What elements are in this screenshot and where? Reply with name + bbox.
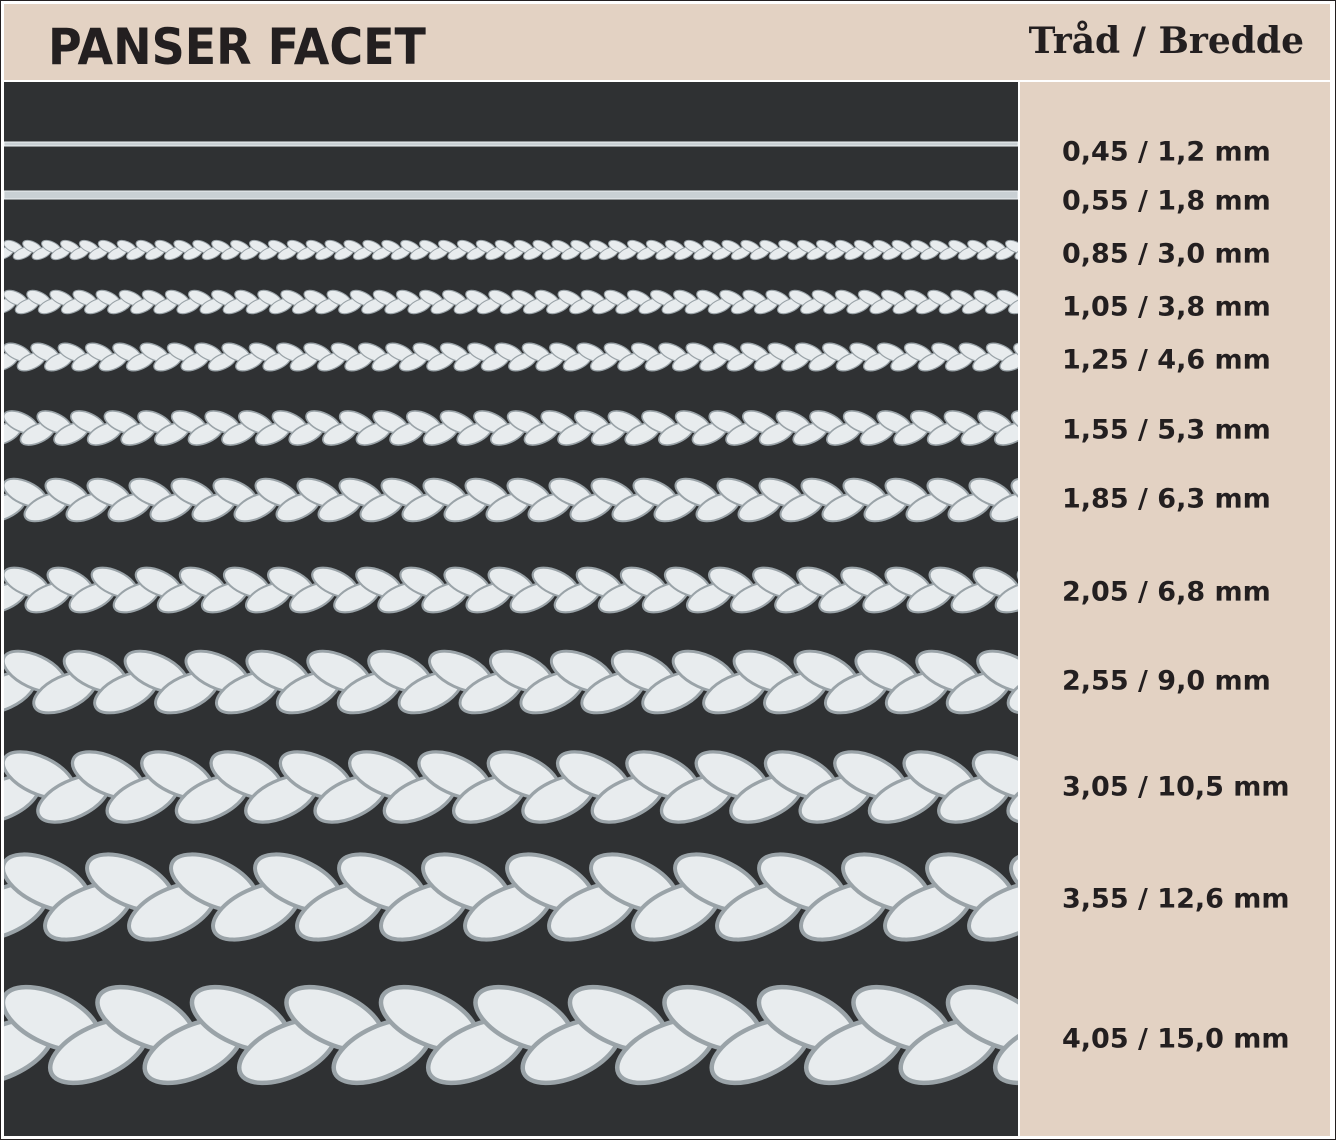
chain-size-label: 0,85 / 3,0 mm [1062, 238, 1271, 270]
chain-link [1004, 239, 1018, 254]
chain-link [999, 351, 1018, 372]
chain-10 [4, 852, 1018, 942]
chain-link [1010, 477, 1018, 508]
chain-size-label: 1,05 / 3,8 mm [1062, 291, 1271, 323]
chain-link [992, 1017, 1018, 1086]
chain-link [1009, 852, 1018, 913]
chain-link [971, 750, 1018, 801]
chain-link [4, 190, 1018, 200]
chain-link [945, 984, 1018, 1053]
chain-link [976, 649, 1018, 694]
chain-link [4, 141, 1018, 147]
chain-link [967, 881, 1018, 942]
chain-7 [4, 566, 1018, 614]
chain-link [1008, 297, 1018, 315]
chain-size-label: 2,05 / 6,8 mm [1062, 576, 1271, 608]
chain-photo [4, 82, 1018, 1136]
chain-1 [4, 190, 1018, 200]
chain-link [1006, 670, 1018, 715]
chain-size-label: 4,05 / 15,0 mm [1062, 1023, 1290, 1055]
chain-6 [4, 477, 1018, 523]
chain-illustration [4, 141, 1018, 1086]
chain-link [1006, 773, 1018, 824]
chain-link [989, 492, 1018, 523]
chain-size-label: 3,05 / 10,5 mm [1062, 771, 1290, 803]
chain-link [994, 581, 1018, 614]
chain-8 [4, 649, 1018, 715]
header-bar: PANSER FACET Tråd / Bredde [4, 4, 1330, 80]
chain-9 [4, 750, 1018, 824]
size-list: 0,45 / 1,2 mm 0,55 / 1,8 mm 0,85 / 3,0 mm 1… [1020, 82, 1330, 1136]
chain-size-label: 2,55 / 9,0 mm [1062, 665, 1271, 697]
chain-size-label: 1,55 / 5,3 mm [1062, 414, 1271, 446]
chain-size-label: 0,55 / 1,8 mm [1062, 185, 1271, 217]
chain-link [994, 421, 1018, 446]
chain-size-label: 3,55 / 12,6 mm [1062, 883, 1290, 915]
chain-11 [4, 984, 1018, 1086]
chain-2 [4, 239, 1018, 261]
chain-size-label: 1,25 / 4,6 mm [1062, 344, 1271, 376]
chain-link [1013, 342, 1018, 363]
chain-4 [4, 342, 1018, 372]
chain-5 [4, 410, 1018, 446]
chain-link [1010, 410, 1018, 435]
chain-size-label: 0,45 / 1,2 mm [1062, 136, 1271, 168]
column-heading: Tråd / Bredde [1028, 20, 1304, 62]
chain-0 [4, 141, 1018, 147]
page-title: PANSER FACET [48, 18, 426, 76]
chain-link [1014, 246, 1018, 261]
chain-3 [4, 289, 1018, 315]
chain-size-label: 1,85 / 6,3 mm [1062, 483, 1271, 515]
